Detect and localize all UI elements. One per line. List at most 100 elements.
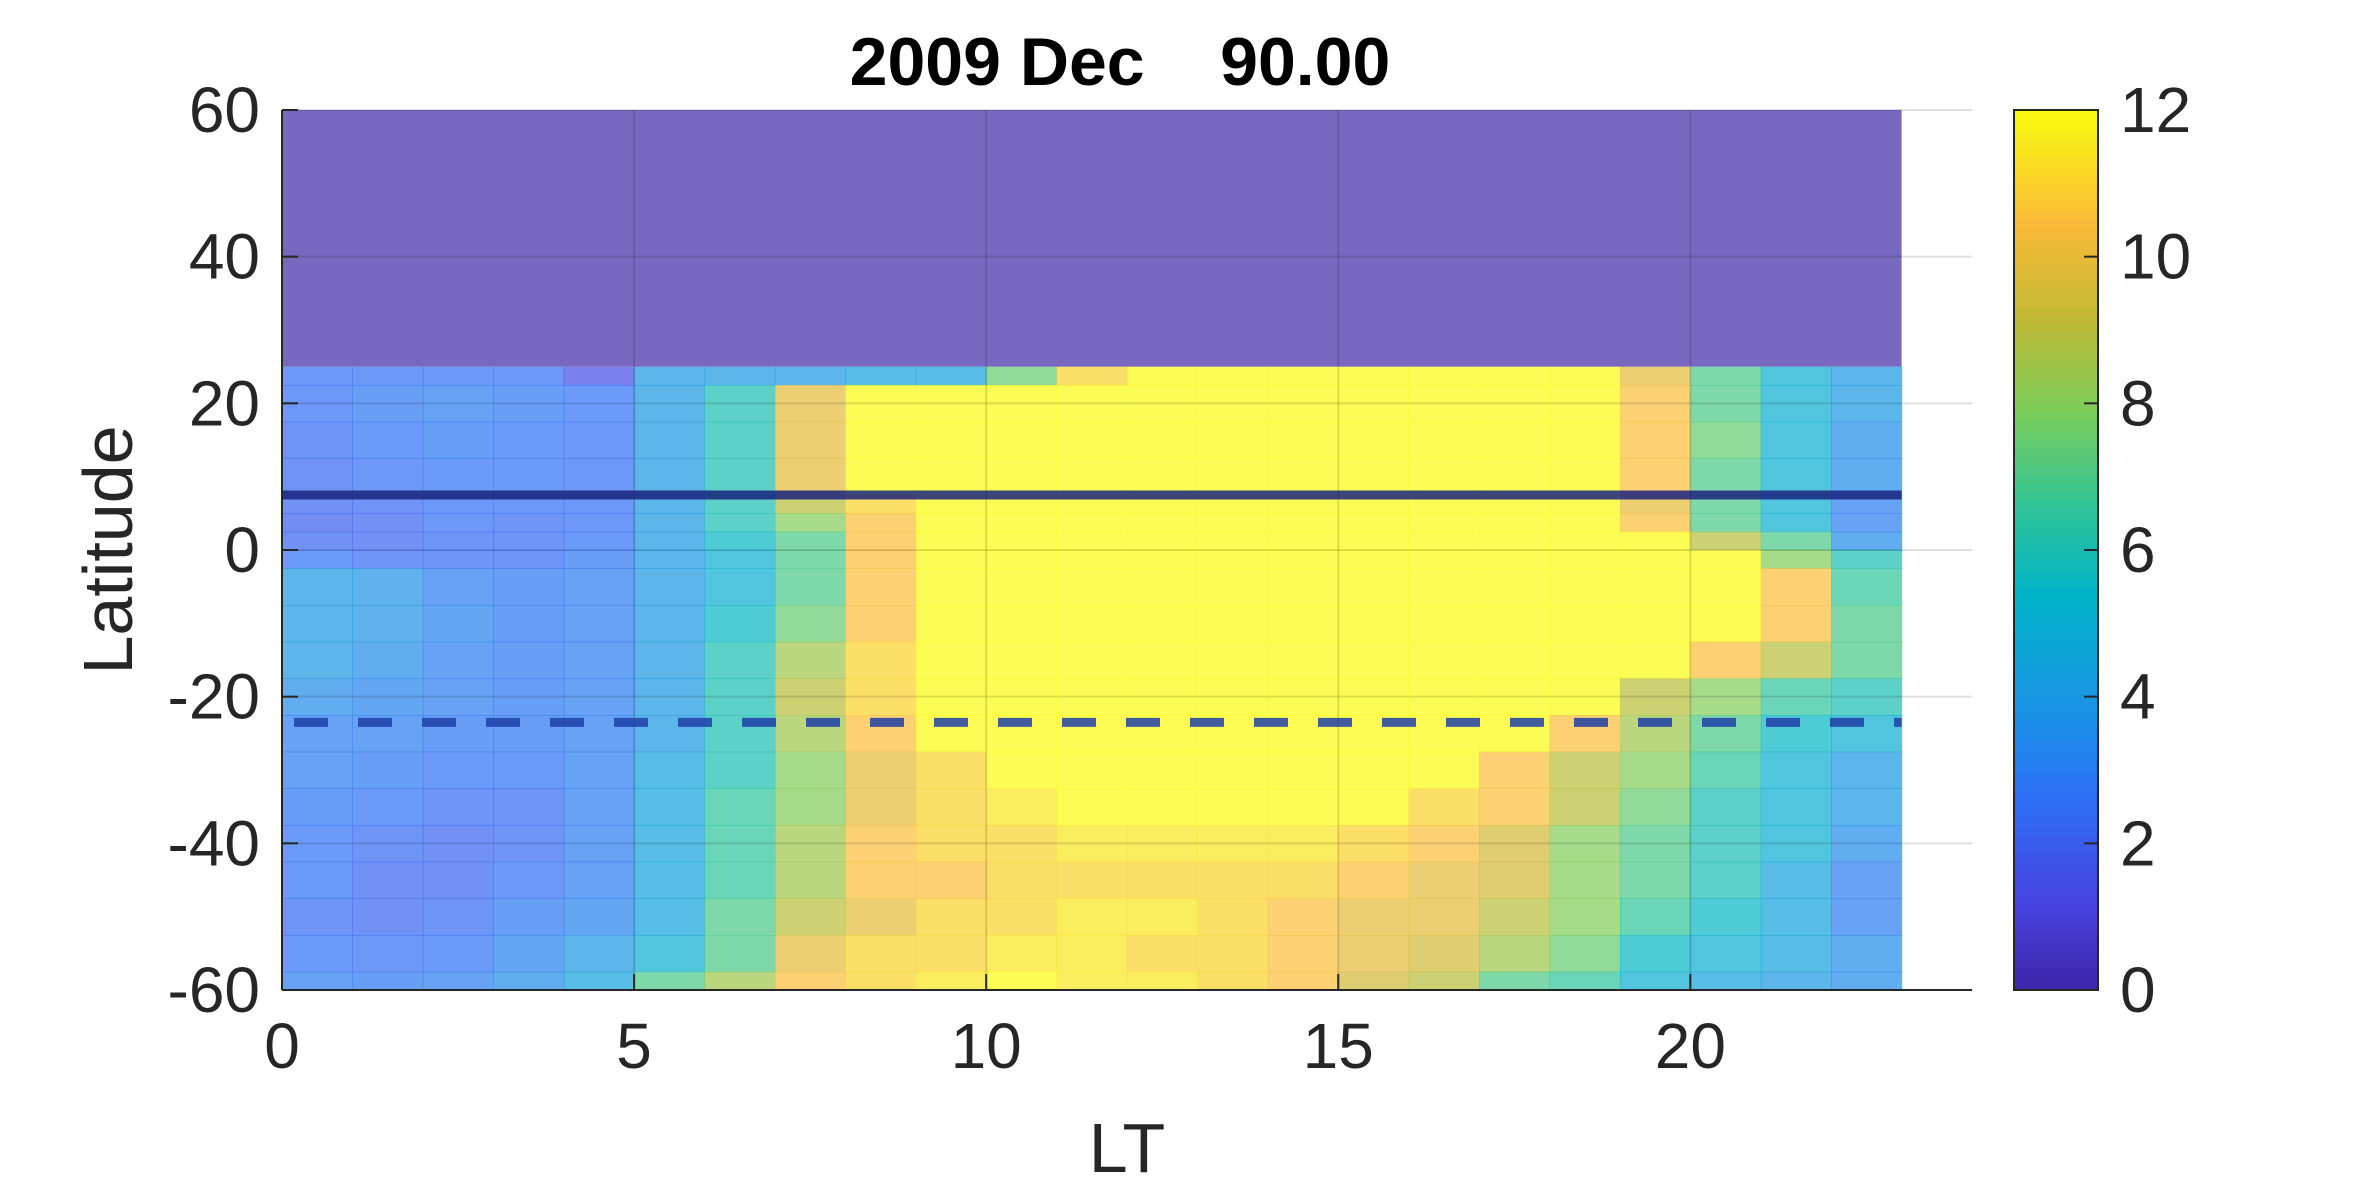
heatmap-cell [1338, 550, 1410, 569]
heatmap-cell [1690, 898, 1762, 936]
heatmap-cell [1197, 421, 1269, 459]
heatmap-cell [1267, 898, 1339, 936]
colorbar-segment [2014, 748, 2098, 757]
heatmap-cell [1267, 678, 1339, 716]
colorbar-segment [2014, 880, 2098, 889]
heatmap-cell [1479, 495, 1551, 514]
colorbar-segment [2014, 161, 2098, 170]
colorbar-segment [2014, 858, 2098, 867]
colorbar-segment [2014, 190, 2098, 199]
heatmap-cell [1338, 421, 1410, 459]
heatmap-cell [1831, 366, 1903, 386]
heatmap-cell [1338, 678, 1410, 716]
colorbar-segment [2014, 337, 2098, 346]
heatmap-cell [1760, 751, 1832, 789]
heatmap-cell [915, 568, 987, 606]
colorbar-segment [2014, 806, 2098, 815]
heatmap-cell [1549, 861, 1621, 899]
heatmap-cell [1056, 568, 1128, 606]
heatmap-cell [1619, 568, 1691, 606]
heatmap-cell [1408, 678, 1480, 716]
heatmap-cell [1197, 751, 1269, 789]
heatmap-cell [634, 971, 706, 991]
heatmap-cell [1127, 861, 1199, 899]
heatmap-cell [1831, 788, 1903, 826]
heatmap-cell [1056, 531, 1128, 551]
heatmap-cell [1479, 531, 1551, 551]
colorbar-tick-label: 6 [2120, 514, 2156, 586]
chart-title: 2009 Dec 90.00 [850, 24, 1391, 100]
heatmap-cell [986, 568, 1058, 606]
heatmap-cell [1127, 568, 1199, 606]
heatmap-cell [1760, 385, 1832, 423]
heatmap-cell [845, 513, 917, 533]
heatmap-cell [1408, 605, 1480, 643]
heatmap-cell [1408, 458, 1480, 496]
heatmap-cell [1619, 421, 1691, 459]
heatmap-cell [1267, 825, 1339, 863]
heatmap-cell [1197, 531, 1269, 551]
heatmap-cell [1831, 550, 1903, 569]
heatmap-cell [1479, 421, 1551, 459]
heatmap-cell [1338, 513, 1410, 533]
heatmap-cell [634, 421, 706, 459]
colorbar-segment [2014, 938, 2098, 947]
colorbar-segment [2014, 968, 2098, 977]
heatmap-cell [352, 568, 424, 606]
heatmap-cell [845, 366, 917, 386]
heatmap-cell [1408, 971, 1480, 991]
heatmap-cell [1479, 550, 1551, 569]
colorbar-segment [2014, 220, 2098, 229]
heatmap-cell [422, 366, 494, 386]
heatmap-cell [1549, 788, 1621, 826]
heatmap-cell [774, 898, 846, 936]
heatmap-cell [845, 605, 917, 643]
heatmap-cell [915, 385, 987, 423]
heatmap-cell [1056, 366, 1128, 386]
heatmap-cell [493, 605, 565, 643]
colorbar-segment [2014, 146, 2098, 155]
heatmap-cell [493, 385, 565, 423]
heatmap-cell [1197, 366, 1269, 386]
heatmap-cell [1479, 366, 1551, 386]
heatmap-cell [1690, 788, 1762, 826]
colorbar-segment [2014, 513, 2098, 522]
heatmap-cell [1479, 513, 1551, 533]
heatmap-cell [563, 605, 635, 643]
colorbar-segment [2014, 931, 2098, 940]
colorbar-segment [2014, 960, 2098, 969]
colorbar-segment [2014, 638, 2098, 647]
heatmap-cell [422, 495, 494, 514]
colorbar-segment [2014, 645, 2098, 654]
heatmap-cell [1831, 513, 1903, 533]
heatmap-cell [1690, 495, 1762, 514]
heatmap-cell [1267, 751, 1339, 789]
colorbar-segment [2014, 916, 2098, 925]
heatmap-cell [422, 825, 494, 863]
heatmap-cell [1127, 751, 1199, 789]
heatmap-cell [915, 513, 987, 533]
colorbar: 12 10 8 6 4 2 0 [2013, 74, 2191, 1026]
colorbar-segment [2014, 550, 2098, 559]
colorbar-segment [2014, 249, 2098, 258]
heatmap-cell [282, 366, 354, 386]
heatmap-cell [1338, 935, 1410, 973]
heatmap-cell [352, 531, 424, 551]
heatmap-cell [1338, 458, 1410, 496]
heatmap-cell [1760, 898, 1832, 936]
colorbar-segment [2014, 154, 2098, 163]
heatmap-cell [1267, 605, 1339, 643]
heatmap-cell [1619, 825, 1691, 863]
heatmap-cell [1690, 568, 1762, 606]
y-tick-label: -40 [168, 807, 261, 879]
colorbar-segment [2014, 117, 2098, 126]
heatmap-cell [1831, 605, 1903, 643]
heatmap-cell [1549, 898, 1621, 936]
heatmap-cell [493, 495, 565, 514]
heatmap-cell [1056, 458, 1128, 496]
colorbar-segment [2014, 124, 2098, 133]
heatmap-cell [1408, 513, 1480, 533]
colorbar-segment [2014, 792, 2098, 801]
heatmap-cell [634, 385, 706, 423]
heatmap-cell [704, 641, 776, 679]
